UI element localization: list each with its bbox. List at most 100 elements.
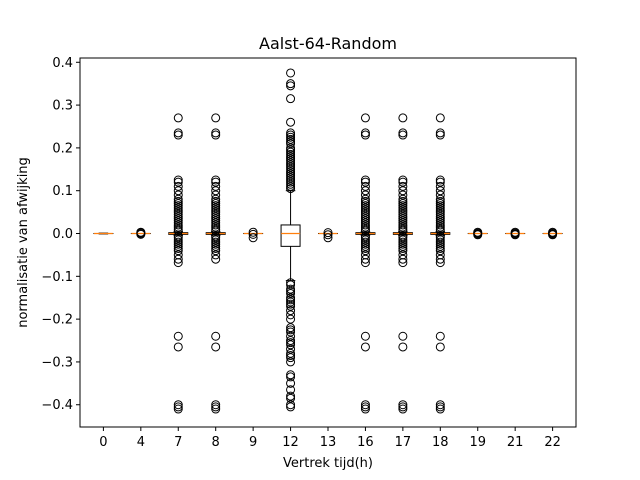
y-tick-label: 0.2 [52, 141, 73, 156]
outlier-point [435, 214, 445, 224]
outlier-point [286, 286, 296, 296]
outlier-point [286, 325, 296, 335]
outlier-point [435, 186, 445, 196]
outlier-point [286, 370, 296, 380]
outlier-point [286, 338, 296, 348]
outlier-point [360, 258, 370, 268]
outlier-point [360, 194, 370, 204]
outlier-point [360, 196, 370, 206]
box-group-12 [280, 68, 301, 412]
outlier-point [211, 402, 221, 412]
outlier-point [398, 194, 408, 204]
outlier-point [211, 243, 221, 253]
outlier-point [173, 226, 183, 236]
x-tick-label: 0 [99, 435, 107, 450]
outlier-point [211, 237, 221, 247]
outlier-point [435, 128, 445, 138]
outlier-point [286, 402, 296, 412]
outlier-point [435, 113, 445, 123]
outlier-point [173, 342, 183, 352]
outlier-point [173, 216, 183, 226]
outlier-point [435, 130, 445, 140]
outlier-point [398, 246, 408, 256]
outlier-point [398, 130, 408, 140]
outlier-point [435, 243, 445, 253]
outlier-point [435, 181, 445, 191]
outlier-point [286, 378, 296, 388]
outlier-point [360, 216, 370, 226]
outlier-point [173, 199, 183, 209]
plot-area [93, 68, 563, 414]
outlier-point [398, 258, 408, 268]
outlier-point [173, 239, 183, 249]
outlier-point [173, 113, 183, 123]
outlier-point [323, 233, 333, 243]
box-group-17 [392, 113, 413, 414]
outlier-point [435, 235, 445, 245]
outlier-point [173, 241, 183, 251]
box-group-9 [243, 227, 264, 243]
outlier-point [398, 235, 408, 245]
y-tick-label: −0.3 [41, 355, 73, 370]
outlier-point [398, 254, 408, 264]
outlier-point [435, 254, 445, 264]
outlier-point [435, 201, 445, 211]
outlier-point [286, 145, 296, 155]
outlier-point [360, 207, 370, 217]
outlier-point [211, 199, 221, 209]
box-group-7 [168, 113, 189, 414]
outlier-point [173, 175, 183, 185]
outlier-point [360, 237, 370, 247]
outlier-point [286, 314, 296, 324]
outlier-point [286, 184, 296, 194]
outlier-point [286, 391, 296, 401]
outlier-point [435, 209, 445, 219]
outlier-point [211, 233, 221, 243]
outlier-point [211, 214, 221, 224]
outlier-point [398, 342, 408, 352]
outlier-point [286, 175, 296, 185]
outlier-point [286, 79, 296, 89]
outlier-point [360, 235, 370, 245]
outlier-point [286, 288, 296, 298]
outlier-point [286, 179, 296, 189]
outlier-point [286, 400, 296, 410]
outlier-point [211, 186, 221, 196]
outlier-point [211, 342, 221, 352]
outlier-point [435, 226, 445, 236]
outlier-point [360, 222, 370, 232]
outlier-point [173, 128, 183, 138]
outlier-point [286, 340, 296, 350]
outlier-point [435, 199, 445, 209]
outlier-point [360, 175, 370, 185]
outlier-point [173, 233, 183, 243]
outlier-point [360, 233, 370, 243]
outlier-point [286, 280, 296, 290]
outlier-point [286, 393, 296, 403]
outlier-point [211, 241, 221, 251]
outlier-point [286, 323, 296, 333]
outlier-point [211, 220, 221, 230]
outlier-point [211, 239, 221, 249]
outlier-point [360, 402, 370, 412]
y-tick-label: 0.1 [52, 184, 73, 199]
outlier-point [398, 199, 408, 209]
outlier-point [398, 175, 408, 185]
outlier-point [435, 331, 445, 341]
outlier-point [173, 196, 183, 206]
outlier-point [398, 241, 408, 251]
outlier-point [286, 310, 296, 320]
x-axis: 0 4 7 8 9 12 13 16 17 18 19 21 22 [99, 427, 561, 450]
outlier-point [398, 404, 408, 414]
outlier-point [360, 239, 370, 249]
outlier-point [398, 209, 408, 219]
outlier-point [360, 177, 370, 187]
outlier-point [286, 132, 296, 142]
x-tick-label: 8 [212, 435, 220, 450]
outlier-point [173, 222, 183, 232]
outlier-point [286, 306, 296, 316]
outlier-point [211, 190, 221, 200]
outlier-point [211, 211, 221, 221]
outlier-point [211, 196, 221, 206]
outlier-point [286, 136, 296, 146]
